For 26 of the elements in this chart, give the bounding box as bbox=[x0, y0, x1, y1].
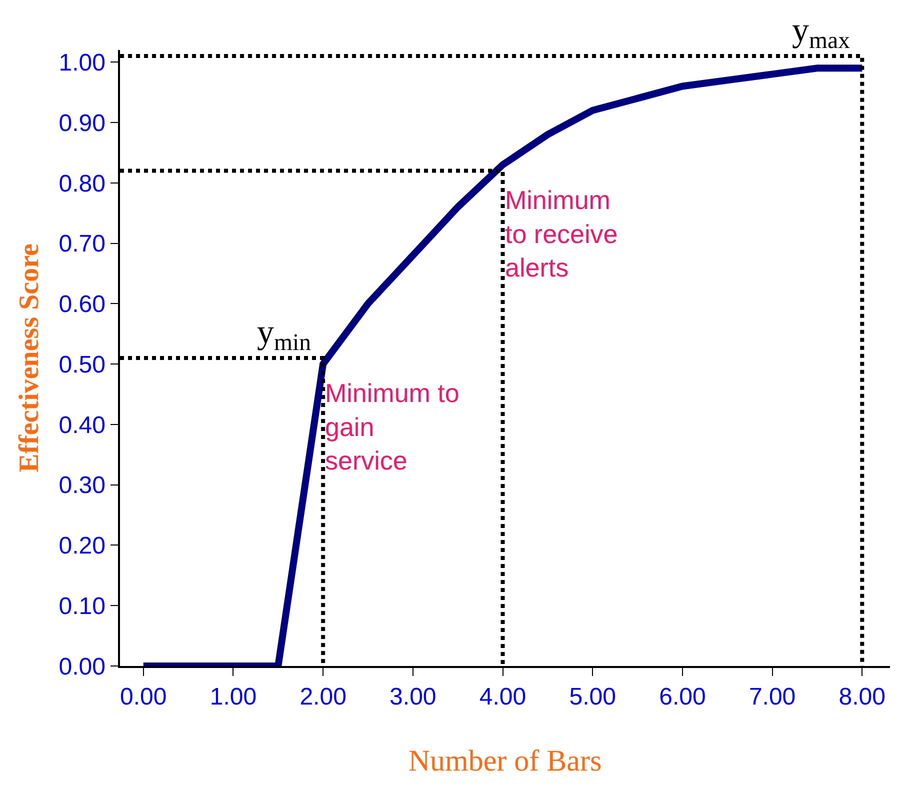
x-tick-label: 6.00 bbox=[659, 684, 706, 711]
y-tick-label: 0.60 bbox=[58, 291, 106, 318]
y-tick-label: 0.70 bbox=[58, 230, 106, 258]
y-tick-label: 0.90 bbox=[58, 110, 106, 137]
x-tick-label: 1.00 bbox=[210, 684, 257, 711]
y-tick-label: 0.40 bbox=[58, 412, 106, 439]
y-tick-label: 0.30 bbox=[58, 472, 106, 500]
y-tick-label: 0.80 bbox=[58, 170, 106, 198]
x-tick-label: 0.00 bbox=[120, 684, 167, 711]
annotation: y$_{max}$ bbox=[792, 12, 850, 54]
y-tick-label: 0.00 bbox=[58, 653, 106, 680]
x-tick-label: 4.00 bbox=[479, 684, 526, 711]
y-tick-label: 0.50 bbox=[58, 351, 106, 378]
annotation: y$_{min}$ bbox=[257, 314, 312, 356]
x-axis-title: Number of Bars bbox=[408, 744, 602, 778]
x-tick-label: 2.00 bbox=[300, 684, 346, 711]
annotation: Minimum to gain service bbox=[325, 378, 460, 476]
x-tick-label: 7.00 bbox=[748, 684, 796, 711]
y-axis-title: Effectiveness Score bbox=[14, 244, 45, 472]
x-tick-label: 8.00 bbox=[838, 684, 886, 711]
x-tick-label: 5.00 bbox=[569, 684, 616, 711]
x-tick-label: 3.00 bbox=[390, 684, 436, 711]
y-tick-label: 0.20 bbox=[58, 532, 106, 560]
annotation: Minimum to receive alerts bbox=[505, 185, 618, 283]
y-tick-label: 0.10 bbox=[58, 593, 106, 620]
y-tick-label: 1.00 bbox=[58, 49, 106, 76]
